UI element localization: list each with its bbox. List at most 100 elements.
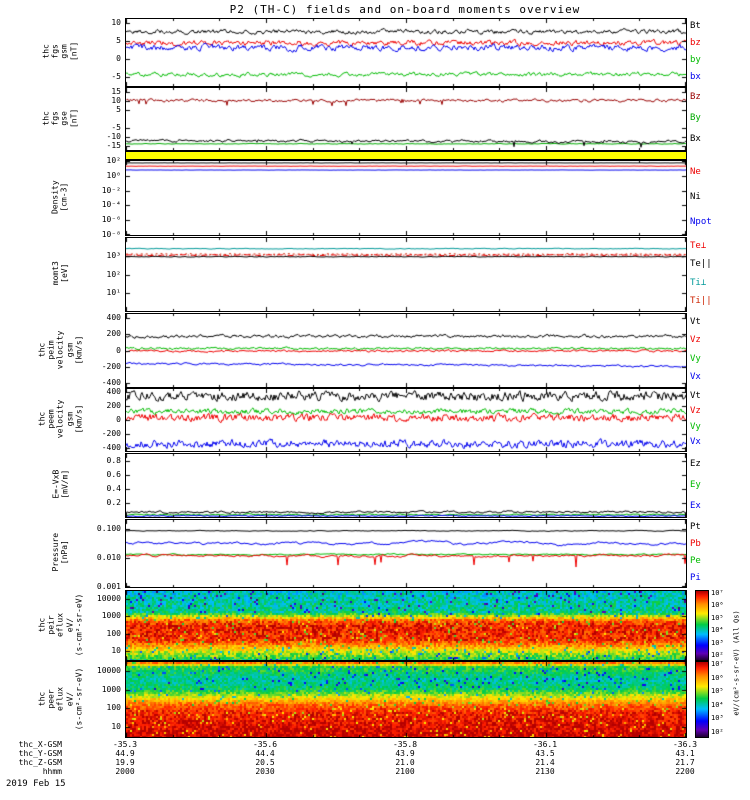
colorbar-tick-label: 10⁷ <box>711 589 724 597</box>
series-label-Ne: Ne <box>690 167 701 178</box>
series-label-Vy: Vy <box>690 353 701 364</box>
x-tick-value: 20.5 <box>255 758 275 767</box>
xaxis-row-label-thc_Z-GSM: thc_Z-GSM <box>18 758 62 767</box>
y-tick-label: 10⁻⁴ <box>101 200 121 210</box>
series-label-Pb: Pb <box>690 539 701 550</box>
fgs-gsm-panel <box>125 18 687 87</box>
chart-title: P2 (TH-C) fields and on-board moments ov… <box>229 3 581 16</box>
peer-spectrogram-colorbar <box>695 661 709 738</box>
colorbar-tick-label: 10² <box>711 728 724 736</box>
y-tick-label: 1000 <box>101 611 121 621</box>
colorbar-tick-label: 10⁴ <box>711 626 724 635</box>
y-tick-label: 400 <box>106 313 121 323</box>
x-tick-value: 44.9 <box>115 749 135 758</box>
x-tick-value: 2100 <box>395 767 415 776</box>
y-tick-label: 400 <box>106 387 121 397</box>
y-tick-label: 5 <box>116 35 121 45</box>
series-label-Pi: Pi <box>690 572 701 583</box>
y-tick-label: 15 <box>111 86 121 96</box>
y-tick-label: 10⁻² <box>101 185 121 195</box>
y-tick-label: 0.8 <box>106 456 121 465</box>
peir-spectrogram-colorbar <box>695 590 709 661</box>
y-tick-label: -10 <box>106 132 121 142</box>
x-tick-value: 43.5 <box>535 749 555 758</box>
series-label-Bz: Bz <box>690 92 701 103</box>
y-tick-label: 100 <box>106 628 121 638</box>
colorbar-unit-text: eV/(cm²-s-sr-eV) (All Qs) <box>733 610 742 716</box>
series-label-Te⊥: Te⊥ <box>690 241 707 252</box>
y-tick-label: 10² <box>106 156 121 165</box>
y-tick-label: 200 <box>106 401 121 411</box>
peer-spectrogram <box>125 661 687 738</box>
series-label-bz: bz <box>690 38 701 49</box>
y-tick-label: 0.4 <box>106 484 121 493</box>
y-tick-label: -5 <box>111 71 121 81</box>
series-label-Vt: Vt <box>690 317 701 328</box>
x-tick-value: 19.9 <box>115 758 135 767</box>
x-tick-value: -36.1 <box>532 740 558 749</box>
y-tick-label: 10² <box>106 269 121 279</box>
x-tick-value: -35.8 <box>392 740 418 749</box>
series-label-Vz: Vz <box>690 406 701 417</box>
y-tick-label: 10³ <box>106 251 121 261</box>
y-tick-label: 100 <box>106 703 121 713</box>
x-tick-value: -35.6 <box>252 740 278 749</box>
y-tick-label: -400 <box>101 442 121 452</box>
series-label-Bt: Bt <box>690 21 701 32</box>
y-tick-label: 0.2 <box>106 498 121 507</box>
x-tick-value: 43.1 <box>675 749 695 758</box>
y-tick-label: 0.100 <box>96 523 121 533</box>
y-tick-label: 0.001 <box>96 582 121 591</box>
y-tick-label: -15 <box>106 141 121 151</box>
flag-bar <box>125 151 687 160</box>
x-tick-value: 2130 <box>535 767 555 776</box>
peim-velocity-panel <box>125 313 687 388</box>
series-label-Ex: Ex <box>690 500 701 511</box>
y-tick-label: 0 <box>116 415 121 424</box>
y-tick-label: 5 <box>116 104 121 114</box>
y-tick-label: 10 <box>111 645 121 655</box>
y-tick-label: 1000 <box>101 684 121 694</box>
y-tick-label: 0 <box>116 345 121 355</box>
series-label-by: by <box>690 54 701 65</box>
y-tick-label: 10 <box>111 722 121 732</box>
x-tick-value: 21.0 <box>395 758 415 767</box>
colorbar-tick-label: 10³ <box>711 714 724 723</box>
y-tick-label: 10 <box>111 95 121 105</box>
series-label-Pt: Pt <box>690 522 701 533</box>
y-tick-label: 10000 <box>96 594 121 604</box>
series-label-Te||: Te|| <box>690 259 712 270</box>
y-tick-label: 10¹ <box>106 287 121 297</box>
density-panel <box>125 160 687 236</box>
fgs-gse-panel <box>125 87 687 151</box>
xaxis-row-label-thc_X-GSM: thc_X-GSM <box>18 740 62 749</box>
y-tick-label: 200 <box>106 329 121 339</box>
x-tick-value: 2000 <box>115 767 135 776</box>
x-tick-value: -36.3 <box>672 740 698 749</box>
series-label-Pe: Pe <box>690 555 701 566</box>
x-tick-value: 43.9 <box>395 749 415 758</box>
series-label-Vx: Vx <box>690 371 701 382</box>
xaxis-row-label-hhmm: hhmm <box>42 767 62 776</box>
colorbar-tick-label: 10⁷ <box>711 660 724 668</box>
colorbar-tick-label: 10³ <box>711 638 724 647</box>
series-label-Ni: Ni <box>690 192 701 202</box>
series-label-Vt: Vt <box>690 390 701 401</box>
efield-panel <box>125 453 687 518</box>
colorbar-tick-label: 10⁵ <box>711 613 724 622</box>
y-tick-label: 0 <box>116 53 121 63</box>
series-label-Bx: Bx <box>690 133 701 144</box>
x-tick-value: 21.4 <box>535 758 555 767</box>
series-label-Vy: Vy <box>690 421 701 432</box>
series-label-Ti⊥: Ti⊥ <box>690 277 707 288</box>
y-tick-label: 10 <box>111 17 121 27</box>
colorbar-unit-label: eV/(cm²-s-sr-eV) (All Qs) <box>726 590 748 736</box>
series-label-Ez: Ez <box>690 458 701 469</box>
x-tick-value: 2200 <box>675 767 695 776</box>
y-tick-label: -200 <box>101 428 121 438</box>
colorbar-tick-label: 10⁵ <box>711 687 724 696</box>
xaxis-row-label-thc_Y-GSM: thc_Y-GSM <box>18 749 62 758</box>
colorbar-tick-label: 10⁴ <box>711 700 724 709</box>
x-tick-value: 21.7 <box>675 758 695 767</box>
